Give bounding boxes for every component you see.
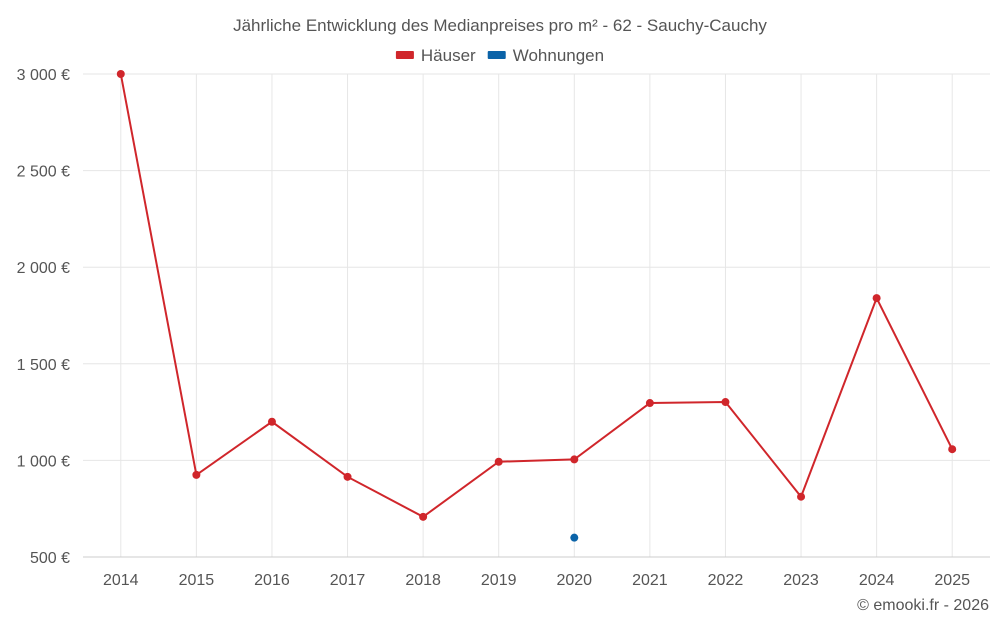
- y-axis: 500 € 1 000 € 1 500 € 2 000 € 2 500 € 3 000 €: [17, 67, 70, 567]
- data-point-h-user[interactable]: [192, 470, 201, 479]
- data-point-h-user[interactable]: [343, 472, 352, 481]
- data-point-wohnungen[interactable]: [570, 533, 579, 542]
- x-tick-label: 2023: [783, 572, 819, 589]
- legend-swatch: [487, 51, 506, 59]
- legend-label: Wohnungen: [513, 46, 604, 65]
- credit-text: © emooki.fr - 2026: [857, 597, 989, 614]
- data-point-h-user[interactable]: [267, 417, 276, 426]
- data-point-h-user[interactable]: [494, 457, 503, 466]
- chart-title: Jährliche Entwicklung des Medianpreises …: [233, 16, 767, 35]
- data-point-h-user[interactable]: [948, 445, 957, 454]
- x-tick-label: 2014: [103, 572, 139, 589]
- data-point-h-user[interactable]: [797, 492, 806, 501]
- data-point-h-user[interactable]: [872, 294, 881, 303]
- x-tick-label: 2020: [556, 572, 592, 589]
- y-tick-label: 1 500 €: [17, 357, 70, 374]
- x-tick-label: 2024: [859, 572, 895, 589]
- data-point-h-user[interactable]: [116, 70, 125, 78]
- series-line-h-user: [119, 73, 954, 518]
- x-tick-label: 2015: [179, 572, 215, 589]
- x-tick-label: 2017: [330, 572, 366, 589]
- data-point-h-user[interactable]: [721, 398, 730, 407]
- y-tick-label: 2 000 €: [17, 260, 70, 277]
- y-tick-label: 500 €: [30, 550, 70, 567]
- legend-item[interactable]: Häuser: [395, 46, 476, 65]
- x-tick-label: 2018: [405, 572, 441, 589]
- x-tick-label: 2021: [632, 572, 668, 589]
- grid: [83, 73, 990, 558]
- data-point-h-user[interactable]: [419, 512, 428, 521]
- x-axis: 2014 2015 2016 2017 2018 2019 2020 2021 2022 2023…: [83, 556, 990, 589]
- x-tick-label: 2016: [254, 572, 290, 589]
- data-point-h-user[interactable]: [570, 455, 579, 464]
- series-layer: [116, 70, 957, 542]
- legend: Häuser Wohnungen: [395, 46, 604, 65]
- x-tick-label: 2022: [708, 572, 744, 589]
- y-tick-label: 2 500 €: [17, 164, 70, 181]
- legend-item[interactable]: Wohnungen: [487, 46, 604, 65]
- x-tick-label: 2025: [934, 572, 970, 589]
- y-tick-label: 3 000 €: [17, 67, 70, 84]
- data-point-h-user[interactable]: [645, 399, 654, 408]
- legend-label: Häuser: [421, 46, 476, 65]
- y-tick-label: 1 000 €: [17, 453, 70, 470]
- legend-swatch: [395, 51, 414, 59]
- x-tick-label: 2019: [481, 572, 517, 589]
